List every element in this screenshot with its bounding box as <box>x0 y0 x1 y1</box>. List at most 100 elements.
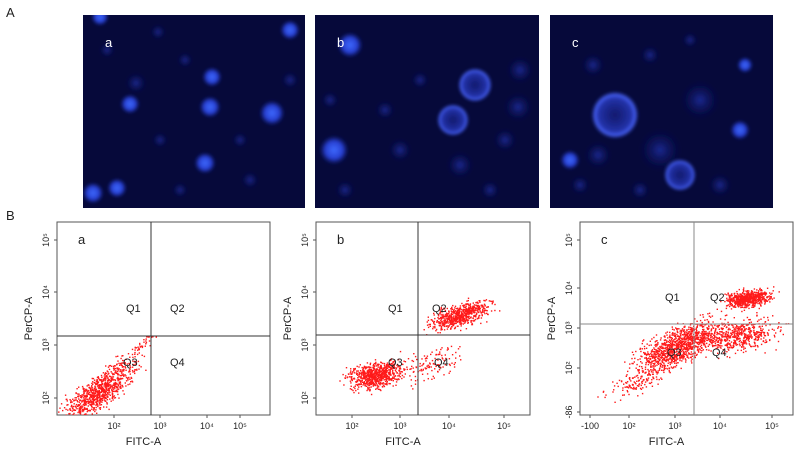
event-dot <box>440 323 442 325</box>
event-dot <box>386 363 388 366</box>
event-dot <box>83 402 85 404</box>
event-dot <box>476 312 478 314</box>
event-dot <box>474 318 477 321</box>
event-dot <box>694 332 697 334</box>
event-dot <box>389 363 392 366</box>
event-dot <box>763 334 766 337</box>
event-dot <box>359 380 361 382</box>
event-dot <box>760 305 762 307</box>
event-dot <box>644 353 646 355</box>
event-dot <box>389 383 391 385</box>
event-dot <box>756 332 758 334</box>
event-dot <box>642 371 644 373</box>
event-dot <box>355 383 357 386</box>
event-dot <box>375 374 377 376</box>
event-dot <box>398 370 400 372</box>
event-dot <box>386 364 388 367</box>
event-dot <box>484 305 486 307</box>
event-dot <box>88 398 91 400</box>
event-dot <box>371 370 373 372</box>
event-dot <box>669 363 671 366</box>
event-dot <box>96 395 99 397</box>
event-dot <box>460 314 463 316</box>
event-dot <box>726 337 728 339</box>
event-dot <box>92 394 94 396</box>
event-dot <box>462 320 464 322</box>
x-tick-label: -100 <box>581 421 599 431</box>
event-dot <box>679 341 681 344</box>
event-dot <box>116 364 118 366</box>
event-dot <box>132 371 134 373</box>
event-dot <box>454 320 457 323</box>
event-dot <box>753 326 755 328</box>
event-dot <box>680 342 682 345</box>
event-dot <box>677 347 679 350</box>
event-dot <box>722 327 724 330</box>
event-dot <box>731 347 734 349</box>
event-dot <box>752 345 754 348</box>
event-dot <box>447 322 449 324</box>
event-dot <box>381 374 383 376</box>
event-dot <box>710 334 712 336</box>
event-dot <box>113 365 115 368</box>
event-dot <box>748 295 750 297</box>
event-dot <box>79 416 80 417</box>
event-dot <box>111 388 113 390</box>
x-tick-label: 10⁵ <box>765 421 779 431</box>
event-dot <box>760 318 762 320</box>
event-dot <box>635 367 637 369</box>
cells <box>560 32 753 200</box>
event-dot <box>115 370 117 372</box>
event-dot <box>360 381 362 384</box>
event-dot <box>770 297 772 299</box>
event-dot <box>663 359 665 362</box>
event-dot <box>98 402 101 405</box>
event-dot <box>744 303 746 306</box>
event-dot <box>384 376 386 378</box>
event-dot <box>383 364 386 366</box>
plot-frame <box>579 221 794 416</box>
event-dot <box>653 348 656 351</box>
event-dot <box>701 321 703 324</box>
event-dot <box>687 344 689 346</box>
event-dot <box>735 326 737 328</box>
event-dot <box>465 308 468 310</box>
event-dot <box>740 296 743 299</box>
event-dot <box>399 373 402 375</box>
event-dot <box>668 369 670 372</box>
event-dot <box>376 372 378 374</box>
event-dot <box>741 295 744 297</box>
event-dot <box>713 336 716 338</box>
event-dot <box>86 414 89 415</box>
event-dot <box>754 344 757 347</box>
event-dot <box>730 334 733 336</box>
event-dot <box>106 389 108 391</box>
event-dot <box>756 296 758 298</box>
event-dot <box>105 378 107 380</box>
cell <box>581 53 605 77</box>
event-dot <box>389 369 391 371</box>
y-tick-label: 10² <box>564 361 574 374</box>
event-dot <box>757 294 760 296</box>
event-dot <box>710 340 712 342</box>
event-dot <box>81 405 83 407</box>
event-dot <box>69 414 71 415</box>
event-dot <box>364 373 367 375</box>
event-dot <box>77 411 79 414</box>
event-dot <box>700 342 702 344</box>
event-dot <box>459 319 461 321</box>
event-dot <box>422 363 424 366</box>
event-dot <box>82 391 85 393</box>
event-dot <box>427 364 429 366</box>
event-dot <box>774 336 776 338</box>
event-dot <box>457 307 459 309</box>
event-dot <box>654 362 656 365</box>
event-dot <box>673 357 675 359</box>
event-dot <box>694 318 696 320</box>
event-dot <box>743 300 745 303</box>
event-dot <box>738 343 741 345</box>
event-dot <box>724 344 726 346</box>
event-dot <box>464 321 467 323</box>
event-dot <box>475 301 477 304</box>
